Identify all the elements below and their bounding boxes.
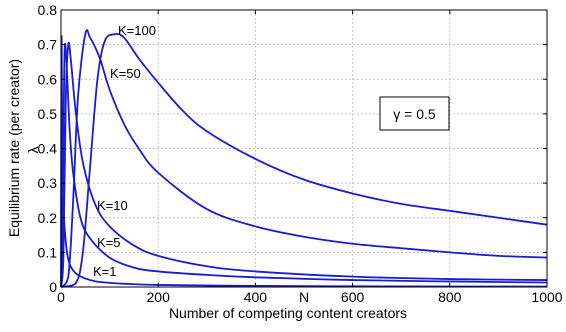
curve-label-k100: K=100 (118, 23, 156, 38)
y-tick-label: 0.1 (38, 244, 58, 260)
y-tick-label: 0.5 (38, 106, 58, 122)
gridlines (61, 10, 547, 287)
y-tick-label: 0.2 (38, 210, 58, 226)
curve-labels: K=1 K=5 K=10 K=50 K=100 (93, 23, 156, 279)
x-tick-label: 400 (244, 289, 268, 305)
annotation-box (379, 96, 450, 131)
curve-label-k1: K=1 (93, 264, 117, 279)
y-axis-symbol: λ (25, 147, 41, 154)
x-axis-symbol: N (299, 289, 309, 305)
curve-label-k10: K=10 (97, 198, 128, 213)
series-line-k10 (60, 41, 548, 288)
series-line-k5 (60, 42, 548, 288)
curve-label-k5: K=5 (97, 235, 121, 250)
axis-ticks: 0 200 400 600 800 1000 0 0.1 0.2 0.3 0.4 0.5 0.6 0.7 0… (38, 2, 563, 305)
y-tick-label: 0.4 (38, 141, 58, 157)
x-tick-label: 800 (438, 289, 462, 305)
series-line-k100 (60, 33, 548, 288)
y-tick-label: 0.7 (38, 37, 58, 53)
x-tick-label: 600 (341, 289, 365, 305)
x-tick-label: 200 (147, 289, 171, 305)
y-axis-label: Equilibrium rate (per creator) (6, 59, 22, 237)
y-tick-label: 0.6 (38, 71, 58, 87)
x-tick-label: 0 (57, 289, 65, 305)
series-line-k1 (60, 35, 548, 288)
annotation-gamma: γ = 0.5 (393, 106, 436, 122)
series-lines (60, 29, 548, 288)
y-tick-label: 0.8 (38, 2, 58, 18)
x-axis-label: Number of competing content creators (169, 305, 407, 321)
y-tick-label: 0.3 (38, 175, 58, 191)
y-tick-label: 0 (49, 279, 57, 295)
series-line-k50 (60, 29, 548, 288)
x-tick-label: 1000 (531, 289, 562, 305)
curve-label-k50: K=50 (110, 66, 141, 81)
